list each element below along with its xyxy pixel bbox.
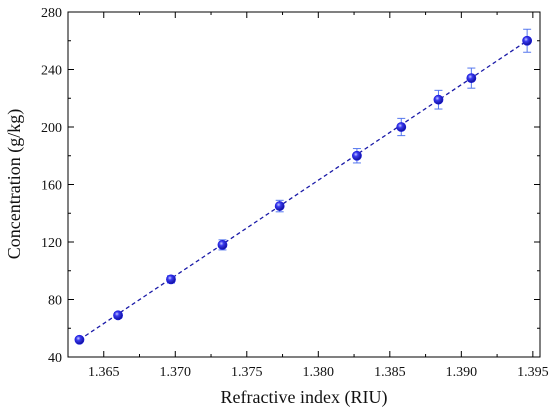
error-bars [75, 28, 532, 343]
x-tick-label: 1.390 [446, 365, 478, 380]
x-tick-label: 1.365 [88, 365, 120, 380]
y-tick-label: 120 [41, 236, 62, 251]
data-point [396, 122, 407, 132]
data-point [466, 73, 477, 84]
x-axis-label: Refractive index (RIU) [221, 387, 388, 408]
x-tick-label: 1.375 [231, 365, 263, 380]
data-point [274, 201, 285, 211]
x-axis-ticks: 1.365 1.370 1.375 1.380 1.385 1.390 1.395 [67, 12, 549, 380]
data-point [522, 35, 533, 46]
y-tick-label: 160 [41, 179, 62, 194]
data-point [217, 239, 228, 250]
y-tick-label: 240 [41, 64, 62, 79]
y-tick-label: 200 [41, 121, 62, 136]
y-tick-label: 280 [41, 6, 62, 21]
y-tick-label: 80 [48, 294, 62, 309]
y-tick-label: 40 [48, 351, 62, 366]
fit-line-group [79, 40, 528, 341]
x-tick-label: 1.380 [303, 365, 335, 380]
y-axis-ticks: 40 80 120 160 200 240 280 [41, 6, 540, 366]
data-point [113, 310, 123, 321]
fit-line [79, 40, 528, 341]
x-tick-label: 1.395 [517, 365, 549, 380]
y-axis-label: Concentration (g/kg) [4, 109, 25, 259]
data-point [433, 94, 444, 105]
data-points [74, 35, 533, 345]
data-point [166, 274, 176, 285]
data-point [352, 150, 362, 161]
x-tick-label: 1.385 [374, 365, 406, 380]
data-point [74, 334, 85, 345]
plot-area-frame [67, 11, 541, 358]
x-tick-label: 1.370 [160, 365, 192, 380]
